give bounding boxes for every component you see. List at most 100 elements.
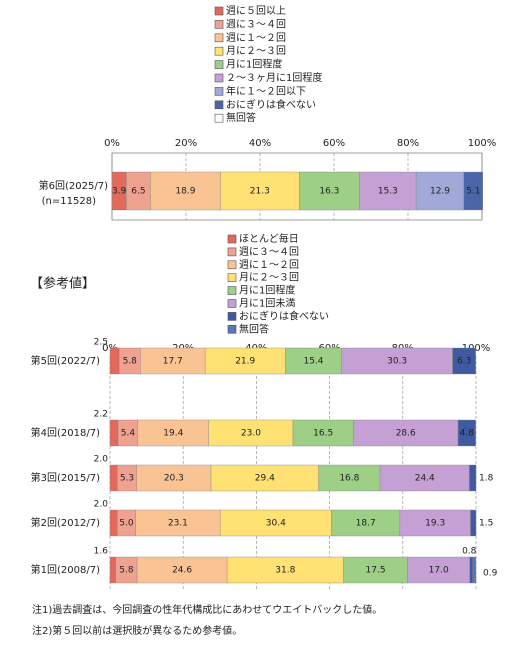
value-label: 19.3 [425,519,445,529]
bar-segment [399,509,471,537]
legend-swatch [227,260,237,270]
bar-segment [285,347,342,375]
value-label: 5.8 [123,357,138,367]
bar-segment [343,556,408,584]
legend-swatch [214,46,224,56]
bar-segment [136,464,212,492]
x-tick-label: 0% [104,138,120,149]
value-label: 16.5 [313,429,333,439]
legend-label: 無回答 [239,322,269,335]
legend-swatch [214,33,224,43]
category-label: 第5回(2022/7) [31,354,100,367]
value-label: 21.9 [235,357,255,367]
value-label: 6.3 [457,357,471,367]
category-label: 第6回(2025/7) [39,179,108,192]
legend-label: 週に３～４回 [239,246,299,258]
category-label: 第2回(2012/7) [31,516,100,529]
value-label: 17.7 [163,357,183,367]
bar-segment [341,347,453,375]
legend-swatch [214,113,224,123]
bar-segment [150,171,221,211]
legend-swatch [214,20,224,29]
value-label: 1.5 [479,519,493,529]
value-label: 23.1 [168,519,188,529]
bar-segment [452,347,476,375]
legend-label: 月に1回程度 [226,58,282,71]
value-label: 1.6 [94,547,109,557]
value-label: 29.4 [255,474,275,484]
value-label: 15.3 [378,187,398,197]
value-label: 2.5 [94,338,108,348]
legend-swatch [214,87,224,96]
value-label: 2.0 [94,455,109,465]
legend-label: ほとんど毎日 [239,232,299,245]
bar-segment [407,556,470,584]
legend-label: おにぎりは食べない [239,309,329,322]
value-label: 30.3 [387,357,407,367]
x-tick-label: 80% [397,138,419,149]
bar-segment [204,347,286,375]
x-tick-label: 40% [249,138,271,149]
value-label: 18.7 [356,519,376,529]
value-label: 0.8 [462,547,477,557]
value-label: 0.9 [483,569,498,579]
bar-segment [469,556,473,584]
legend-swatch [214,6,224,16]
value-label: 1.8 [479,474,494,484]
x-tick-label: 60% [323,138,345,149]
x-tick-label: 100% [468,138,497,149]
value-label: 23.0 [241,429,261,439]
value-label: 5.4 [121,429,136,439]
bar-segment [140,347,206,375]
section-label: 【参考値】 [30,276,95,292]
note: 注1)過去調査は、今回調査の性年代構成比にあわせてウエイトバックした値。 [32,603,382,616]
bar-segment [457,419,476,447]
value-label: 17.5 [366,566,386,576]
bar-segment [220,171,300,211]
value-label: 5.1 [466,187,480,197]
bar-segment [472,556,477,584]
x-tick-label: 100% [462,343,491,354]
legend-swatch [214,60,224,69]
bar-segment [463,171,483,211]
value-label: 5.8 [119,566,134,576]
bar-segment [318,464,381,492]
value-label: 6.5 [131,187,145,197]
bar-segment [299,171,360,211]
value-label: 17.0 [429,566,449,576]
bar-segment [109,419,119,447]
bar-segment [109,509,118,537]
legend-label: 週に５回以上 [226,5,286,17]
value-label: 24.6 [172,566,192,576]
legend-label: 月に1回未満 [239,298,295,310]
value-label: 24.4 [415,474,435,484]
category-label: 第3回(2015/7) [31,471,100,484]
value-label: 16.3 [319,187,339,197]
legend-swatch [227,273,237,283]
value-label: 30.4 [266,519,286,529]
legend-swatch [227,247,237,257]
legend-label: 月に２～３回 [239,272,299,284]
value-label: 12.9 [430,187,450,197]
bar-segment [109,464,118,492]
legend-label: おにぎりは食べない [226,98,316,111]
legend-label: 無回答 [226,111,256,124]
value-label: 2.2 [94,410,108,420]
value-label: 15.4 [303,357,323,367]
x-tick-label: 20% [175,138,197,149]
bar-segment [415,171,465,211]
legend-label: 週に１～２回 [239,259,299,271]
legend-label: 月に1回程度 [239,284,295,297]
legend-swatch [227,299,237,308]
bar-segment [219,509,332,537]
bar-segment [353,419,459,447]
bar-segment [135,509,221,537]
category-label: 第1回(2008/7) [31,563,100,576]
bar-segment [109,347,120,375]
value-label: 18.9 [175,187,195,197]
bar-segment [379,464,470,492]
bar-segment [208,419,294,447]
legend-label: 月に２～３回 [226,45,286,57]
legend-label: ２～３ヶ月に1回程度 [226,71,322,84]
